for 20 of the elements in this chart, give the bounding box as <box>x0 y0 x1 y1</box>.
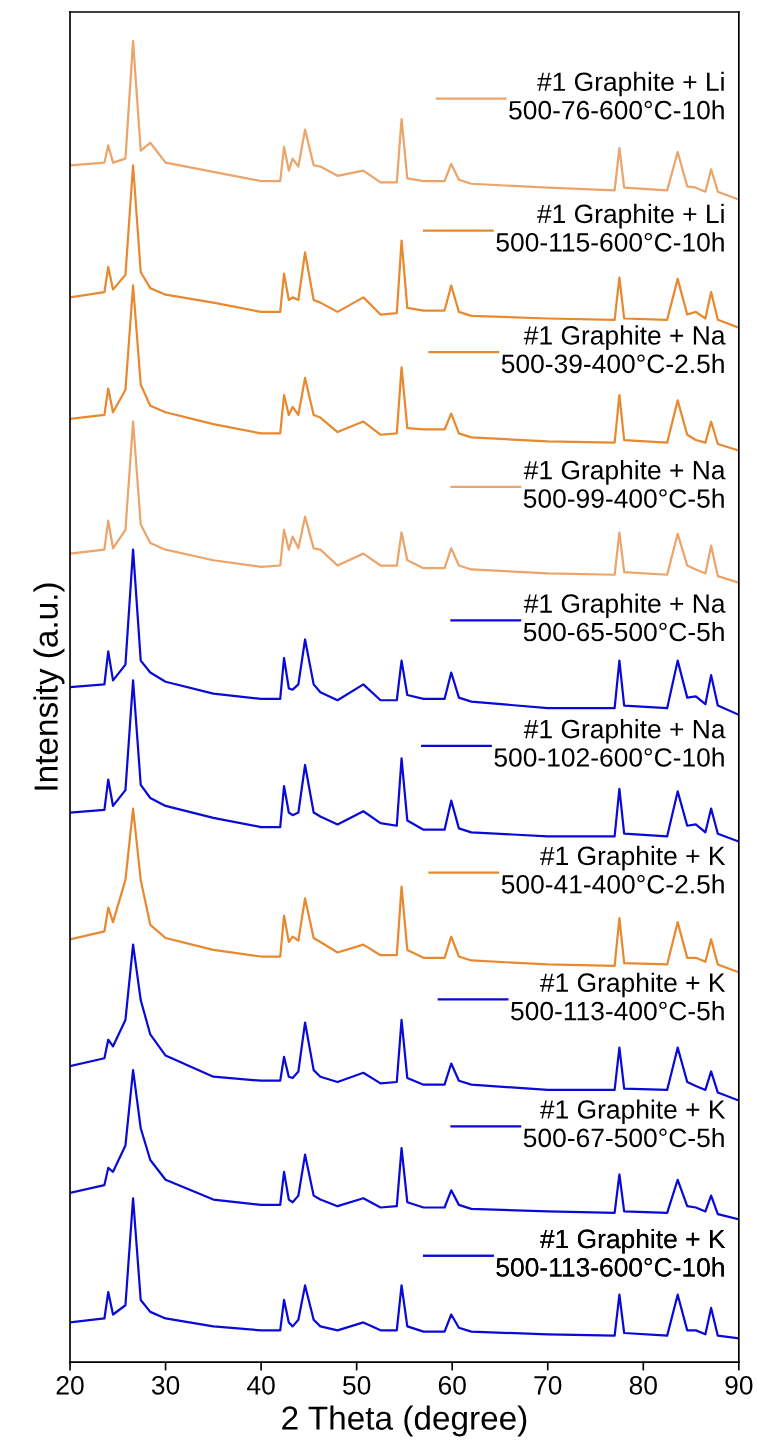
legend-label: #1 Graphite + K 500-41-400°C-2.5h <box>501 845 726 894</box>
legend-label: #1 Graphite + K 500-113-600°C-10h <box>496 1228 726 1277</box>
x-tick-label: 40 <box>247 1375 275 1395</box>
x-tick-label: 60 <box>438 1375 466 1395</box>
x-tick-label: 80 <box>629 1375 657 1395</box>
x-tick-label: 90 <box>725 1375 753 1395</box>
y-axis-title: Intensity (a.u.) <box>33 583 65 790</box>
legend-label: #1 Graphite + K 500-67-500°C-5h <box>523 1099 726 1148</box>
x-axis-title: 2 Theta (degree) <box>282 1405 527 1437</box>
legend-label: #1 Graphite + Na 500-102-600°C-10h <box>494 719 726 767</box>
x-tick-label: 30 <box>151 1375 180 1395</box>
legend-label: #1 Graphite + Na 500-99-400°C-5h <box>523 460 726 508</box>
x-tick-label: 50 <box>343 1375 371 1395</box>
legend-label: #1 Graphite + Li 500-76-600°C-10h <box>509 71 724 120</box>
x-tick-label: 70 <box>534 1375 562 1395</box>
legend-label: #1 Graphite + Na 500-39-400°C-2.5h <box>501 325 726 374</box>
legend-label: #1 Graphite + Li 500-115-600°C-10h <box>496 203 724 252</box>
x-tick-label: 20 <box>56 1375 84 1395</box>
legend-label: #1 Graphite + K 500-113-400°C-5h <box>511 972 726 1021</box>
legend-label: #1 Graphite + Na 500-65-500°C-5h <box>523 593 726 642</box>
